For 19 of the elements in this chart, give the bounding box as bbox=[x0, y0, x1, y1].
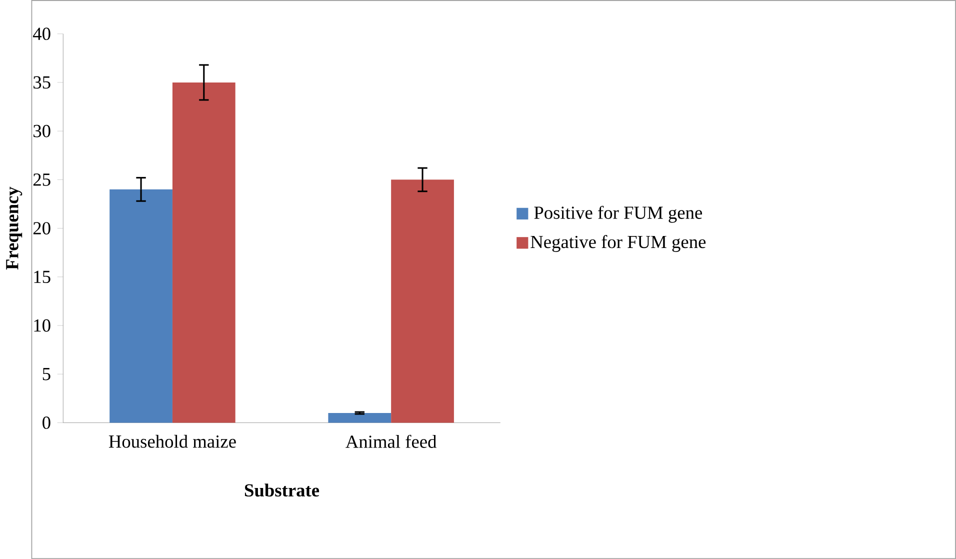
bar bbox=[172, 82, 236, 423]
y-tick-label: 40 bbox=[33, 28, 50, 40]
y-tick-label: 5 bbox=[42, 368, 50, 380]
y-tick-label: 35 bbox=[34, 76, 50, 89]
bar bbox=[328, 412, 392, 423]
y-axis-title: Frequency bbox=[6, 186, 22, 270]
legend-label: Positive for FUM gene bbox=[534, 206, 702, 223]
y-tick-label: 0 bbox=[42, 416, 50, 429]
y-tick-label: 15 bbox=[34, 270, 50, 283]
x-tick-label: Animal feed bbox=[346, 434, 437, 448]
y-tick-label: 30 bbox=[34, 124, 50, 138]
y-tick-label: 25 bbox=[33, 173, 50, 186]
bar bbox=[110, 189, 172, 423]
y-tick-label: 10 bbox=[34, 319, 50, 332]
legend-label: Negative for FUM gene bbox=[530, 235, 706, 252]
x-tick-label: Household maize bbox=[108, 434, 236, 448]
bar bbox=[391, 180, 454, 423]
y-tick-label: 20 bbox=[33, 222, 50, 234]
x-axis-title: Substrate bbox=[244, 484, 320, 497]
